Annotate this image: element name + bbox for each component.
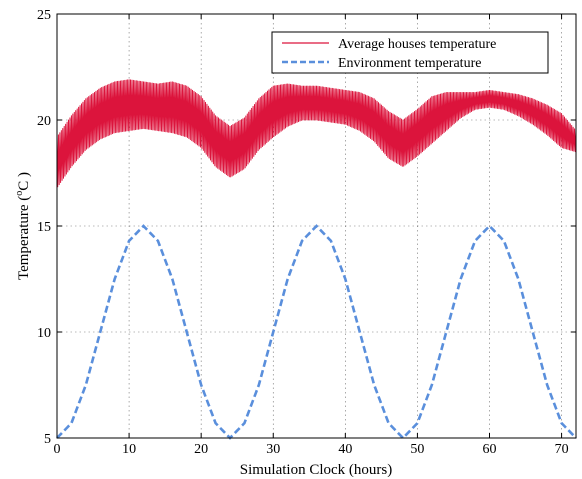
legend-box — [271, 31, 549, 74]
legend: Average houses temperature Environment t… — [271, 31, 549, 74]
x-tick-label: 0 — [54, 442, 61, 457]
tick-labels: 0 10 20 30 40 50 60 70 5 10 15 20 25 — [37, 8, 569, 457]
x-tick-label: 60 — [483, 442, 497, 457]
x-tick-label: 30 — [266, 442, 280, 457]
y-tick-label: 10 — [37, 326, 51, 341]
x-axis-label: Simulation Clock (hours) — [240, 462, 393, 478]
x-tick-label: 10 — [122, 442, 136, 457]
y-tick-label: 20 — [37, 114, 51, 129]
y-axis-label-suffix: C ) — [16, 172, 32, 191]
x-tick-label: 70 — [555, 442, 569, 457]
y-tick-label: 25 — [37, 8, 51, 23]
y-axis-label: Temperature (oC ) — [14, 172, 32, 280]
legend-label-environment: Environment temperature — [338, 56, 481, 71]
series-line-environment — [56, 224, 577, 440]
legend-label-average-houses: Average houses temperature — [338, 37, 496, 52]
x-tick-label: 50 — [410, 442, 424, 457]
y-axis-label-degree: o — [14, 191, 25, 196]
y-tick-label: 5 — [44, 432, 51, 447]
series-layer — [56, 79, 577, 440]
axis-ticks — [56, 13, 576, 439]
y-axis-label-prefix: Temperature ( — [16, 196, 32, 280]
x-tick-label: 20 — [194, 442, 208, 457]
y-tick-label: 15 — [37, 220, 51, 235]
x-tick-label: 40 — [338, 442, 352, 457]
series-line-average-houses — [56, 79, 577, 188]
